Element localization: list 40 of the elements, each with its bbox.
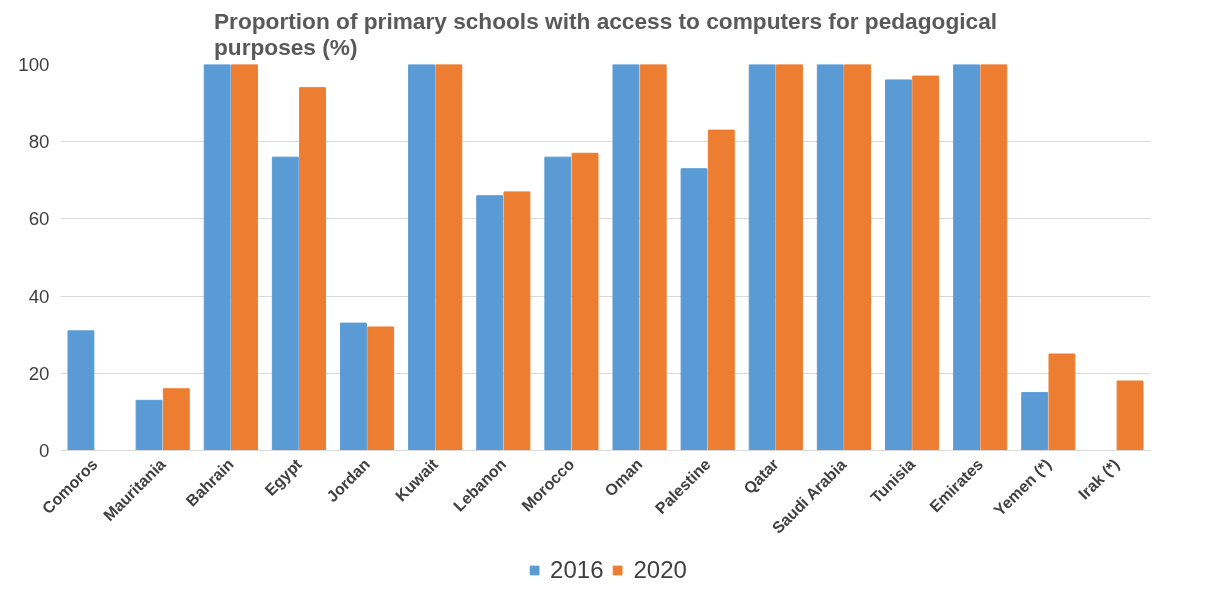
bar — [953, 64, 981, 451]
bar — [67, 330, 95, 451]
bar — [230, 64, 258, 451]
bar — [912, 75, 940, 451]
bar — [748, 64, 776, 451]
bar — [1021, 392, 1049, 451]
bar — [844, 64, 872, 451]
bar — [135, 399, 163, 451]
y-tick-label: 60 — [28, 208, 50, 230]
bar — [884, 79, 912, 451]
bar — [367, 326, 395, 451]
bar — [816, 64, 844, 451]
bar — [544, 156, 572, 451]
bar — [503, 191, 531, 451]
bar — [476, 195, 504, 451]
y-tick-label: 0 — [39, 440, 50, 461]
bar — [1116, 380, 1144, 451]
bar — [1048, 353, 1076, 451]
bar — [775, 64, 803, 451]
bar — [435, 64, 463, 451]
bar — [339, 322, 367, 451]
bar — [707, 129, 735, 451]
bar — [299, 87, 327, 451]
bar — [408, 64, 436, 451]
y-tick-label: 100 — [18, 54, 50, 75]
y-tick-label: 80 — [28, 131, 50, 153]
legend-label: 2016 — [550, 556, 604, 584]
bar — [980, 64, 1008, 451]
chart-title: Proportion of primary schools with access to computers for pedagogical purposes (%) — [213, 7, 998, 60]
bar — [639, 64, 667, 451]
bar — [162, 388, 190, 451]
y-tick-label: 20 — [28, 362, 50, 384]
bar — [571, 152, 599, 451]
legend-label: 2020 — [633, 556, 687, 584]
bar — [203, 64, 231, 451]
bar — [612, 64, 640, 451]
bar — [680, 168, 708, 451]
y-tick-label: 40 — [28, 285, 50, 307]
bar — [271, 156, 299, 451]
x-tick-label: Irak (*) — [1075, 455, 1123, 503]
